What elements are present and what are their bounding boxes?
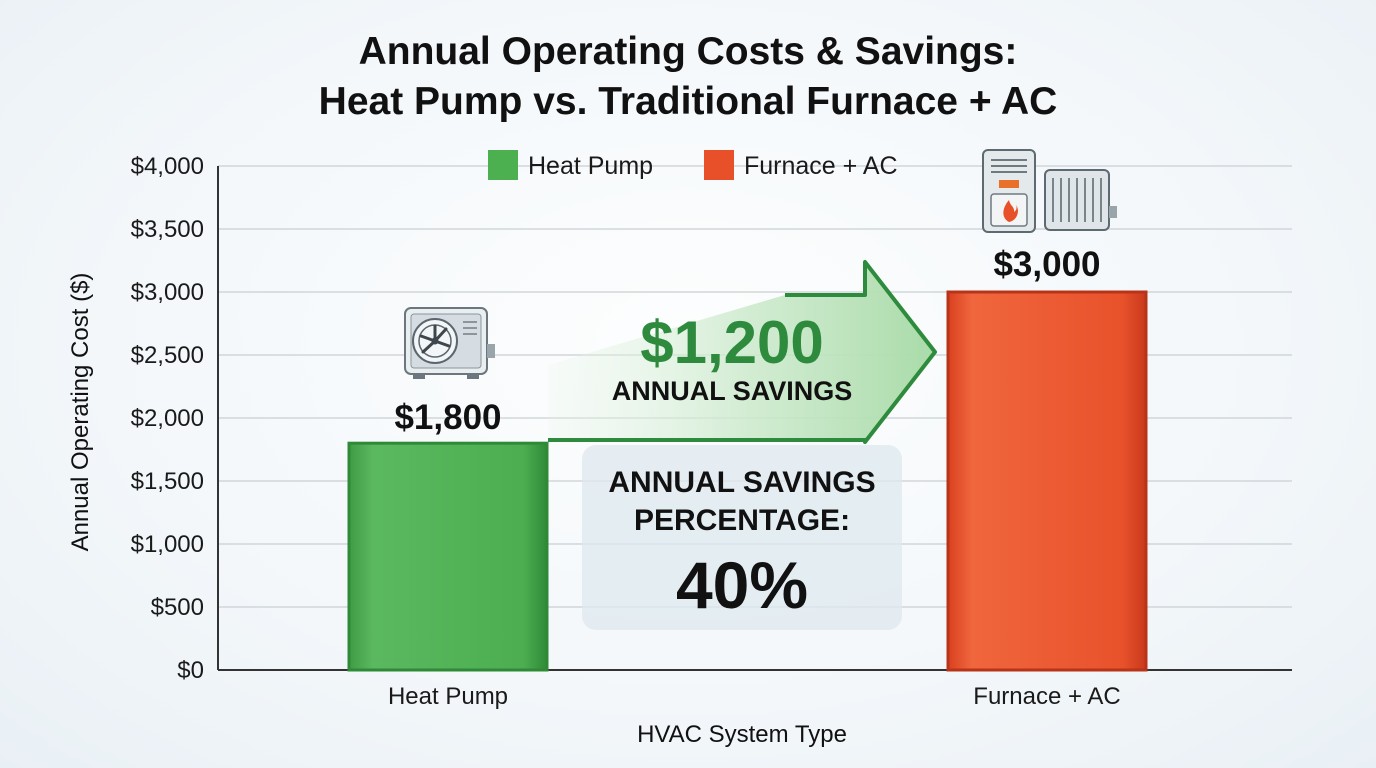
bar-furnace-ac — [946, 290, 1148, 672]
y-tick-label: $2,500 — [131, 342, 204, 369]
savings-arrow — [548, 262, 935, 442]
y-tick-label: $500 — [151, 594, 204, 621]
x-tick-label-furnace-ac: Furnace + AC — [973, 683, 1120, 710]
ac-condenser-icon — [1044, 169, 1117, 231]
savings-percentage-label-line2: PERCENTAGE: — [634, 504, 850, 537]
y-axis-title: Annual Operating Cost ($) — [67, 273, 94, 552]
savings-percentage-box — [582, 445, 902, 630]
y-tick-label: $0 — [177, 657, 204, 684]
legend-label-furnace-ac: Furnace + AC — [744, 152, 898, 180]
x-axis-title: HVAC System Type — [637, 721, 847, 748]
x-tick-label-heat-pump: Heat Pump — [388, 683, 508, 710]
y-tick-label: $3,500 — [131, 216, 204, 243]
legend: Heat Pump Furnace + AC — [488, 150, 898, 180]
y-tick-label: $4,000 — [131, 153, 204, 180]
y-tick-label: $3,000 — [131, 279, 204, 306]
bars — [347, 290, 1148, 672]
heat-pump-unit-icon — [404, 307, 495, 379]
savings-label: ANNUAL SAVINGS — [612, 376, 853, 406]
bar-value-label-heat-pump: $1,800 — [394, 398, 501, 437]
legend-swatch-furnace-ac — [704, 150, 734, 180]
legend-swatch-heat-pump — [488, 150, 518, 180]
y-tick-label: $1,500 — [131, 468, 204, 495]
savings-percentage-label-line1: ANNUAL SAVINGS — [608, 466, 875, 499]
furnace-icon — [982, 149, 1036, 233]
y-tick-label: $1,000 — [131, 531, 204, 558]
chart-subtitle: Heat Pump vs. Traditional Furnace + AC — [318, 80, 1058, 123]
bar-value-label-furnace-ac: $3,000 — [993, 245, 1100, 284]
savings-amount: $1,200 — [640, 309, 824, 376]
savings-arrow-outline — [548, 260, 937, 444]
bar-heat-pump — [347, 441, 549, 672]
y-axis-ticks: $0 $500 $1,000 $1,500 $2,000 $2,500 $3,000 $3,5… — [131, 153, 204, 684]
savings-percentage-value: 40% — [676, 548, 808, 622]
legend-label-heat-pump: Heat Pump — [528, 152, 653, 180]
y-tick-label: $2,000 — [131, 405, 204, 432]
chart-title: Annual Operating Costs & Savings: — [358, 30, 1018, 73]
